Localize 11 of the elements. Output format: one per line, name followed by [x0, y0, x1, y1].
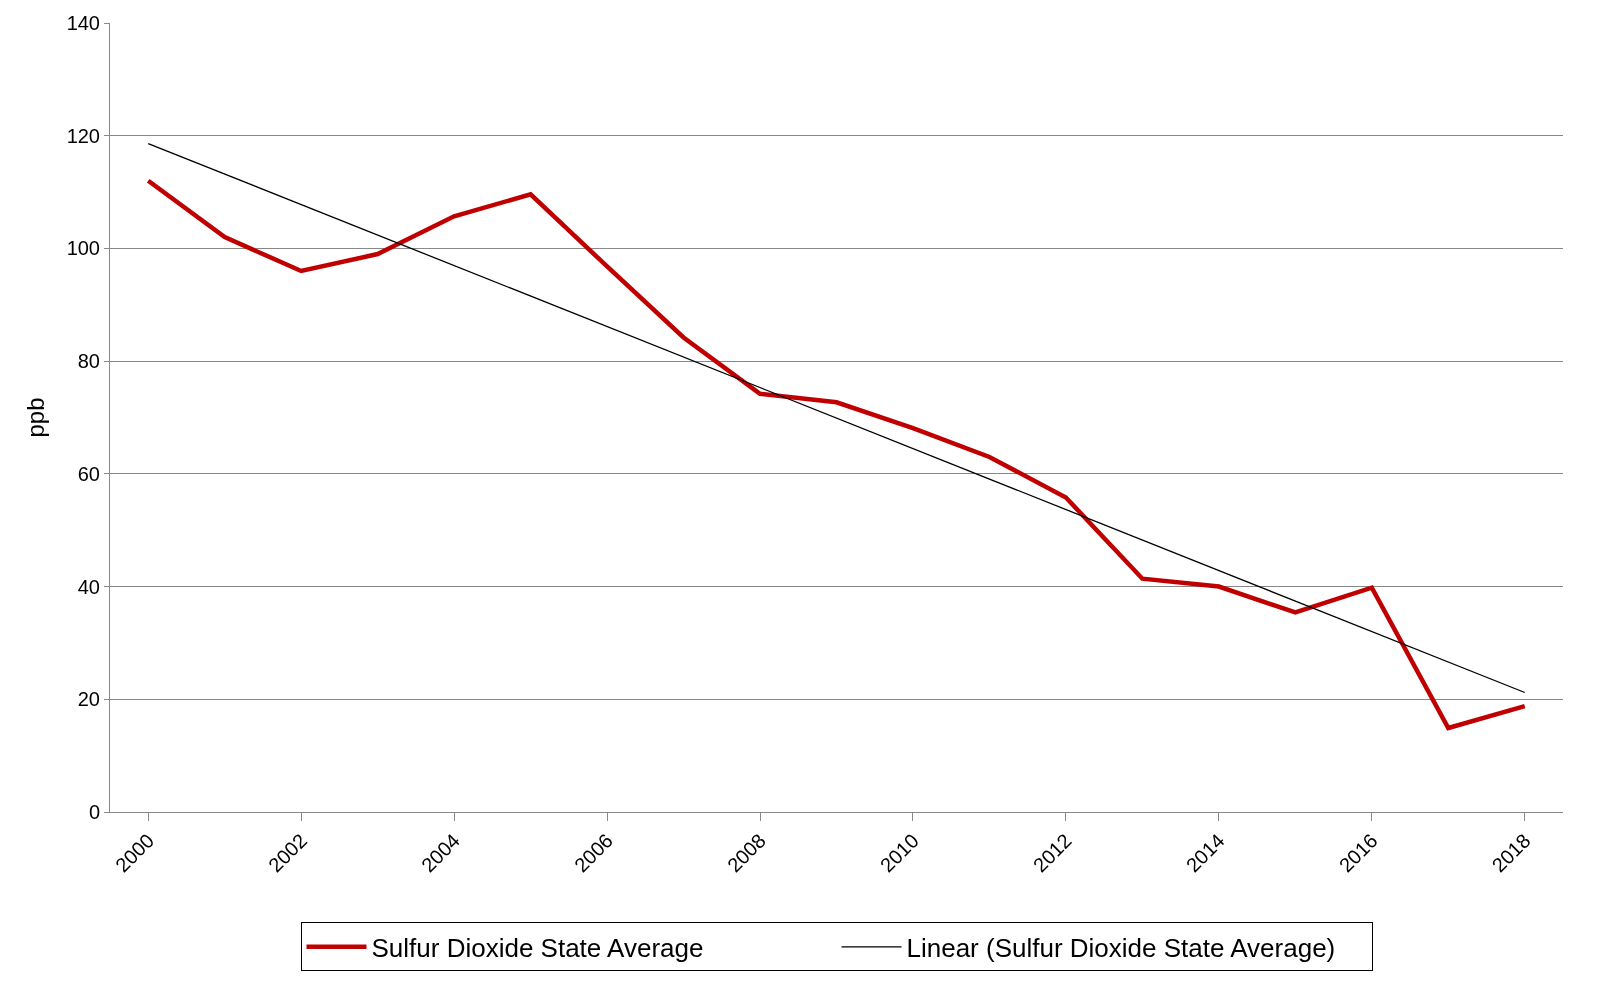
y-tick-label: 80	[77, 350, 100, 373]
y-tick-label: 20	[77, 688, 100, 711]
y-tick-label: 0	[88, 801, 100, 823]
y-tick-label: 60	[77, 462, 100, 485]
y-axis-title: ppb	[21, 397, 49, 438]
legend-label: Sulfur Dioxide State Average	[371, 933, 704, 963]
y-tick-label: 140	[66, 12, 100, 34]
legend-label: Linear (Sulfur Dioxide State Average)	[906, 933, 1336, 963]
y-tick-label: 120	[66, 124, 100, 147]
y-tick-label: 100	[66, 237, 100, 260]
y-tick-label: 40	[77, 575, 100, 598]
